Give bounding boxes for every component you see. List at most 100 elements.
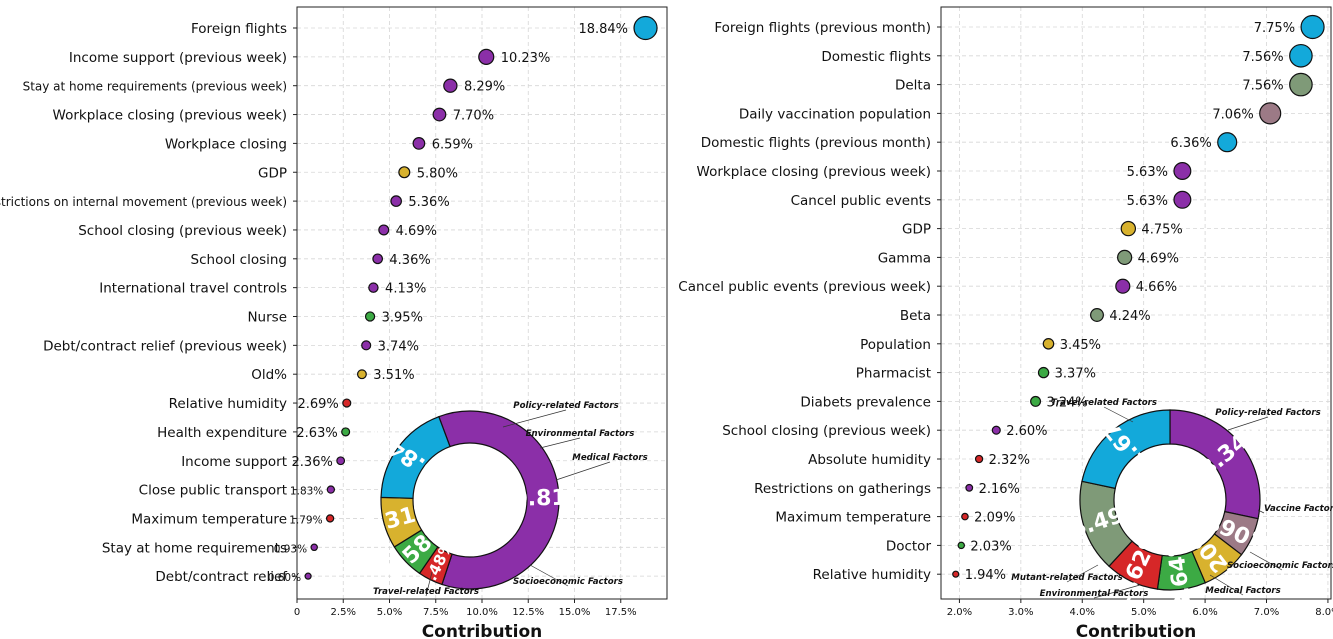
y-tick-label: Gamma (878, 250, 931, 266)
data-point (1042, 337, 1055, 350)
x-tick-label: 12.5% (512, 607, 544, 618)
y-tick-label: Restrictions on gatherings (754, 481, 931, 497)
y-tick-label: Delta (895, 78, 931, 94)
x-tick-label: 0 (294, 607, 300, 618)
x-tick-label: 8.0% (1315, 607, 1333, 618)
donut-category-label: Socioeconomic Factors (513, 577, 623, 587)
data-point (364, 311, 376, 322)
data-label: 5.80% (417, 166, 458, 181)
annotation-line (502, 409, 567, 428)
data-point (368, 282, 379, 293)
x-tick-label: 7.5% (423, 607, 448, 618)
data-label: 7.75% (1254, 21, 1295, 36)
data-label: 1.83% (290, 486, 323, 498)
data-label: 5.63% (1127, 165, 1168, 180)
x-tick-label: 5.0% (377, 607, 402, 618)
data-point (1120, 220, 1137, 237)
y-tick-label: Foreign flights (previous month) (714, 20, 931, 36)
y-tick-label: School closing (previous week) (78, 223, 287, 239)
donut-category-label: Environmental Factors (526, 429, 635, 439)
annotation-line (1066, 564, 1099, 583)
annotation-line (1103, 406, 1134, 423)
data-label: 2.03% (970, 539, 1011, 554)
data-label: 4.36% (389, 253, 430, 268)
data-label: 1.94% (965, 568, 1006, 583)
chart-panel-2: 2.0% 3.0% 4.0% 5.0% 6.0% 7.0% 8.0% Contribution… (678, 6, 1333, 639)
data-point (412, 137, 426, 150)
annotation-line (555, 461, 611, 481)
x-tick-label: 6.0% (1192, 607, 1217, 618)
donut-slice (438, 410, 560, 590)
x-tick-label: 3.0% (1008, 607, 1033, 618)
y-tick-label: Maximum temperature (131, 511, 287, 527)
data-label: 5.36% (408, 195, 449, 210)
x-tick-label: 7.0% (1254, 607, 1279, 618)
donut-slice (380, 415, 451, 499)
data-point (378, 224, 390, 236)
data-label: 4.75% (1141, 223, 1182, 238)
data-point (1259, 102, 1282, 125)
y-tick-label: Cancel public events (previous week) (678, 279, 931, 295)
chart-panel-1: 0 2.5% 5.0% 7.5% 10.0% 12.5% 15.0% 17.5% Contrib… (0, 6, 668, 639)
y-tick-label: School closing (previous week) (722, 423, 931, 439)
y-tick-label: GDP (902, 222, 931, 238)
data-point (342, 398, 352, 408)
data-label: 3.37% (1055, 367, 1096, 382)
donut-category-label: Policy-related Factors (1215, 408, 1320, 418)
data-label: 2.09% (974, 511, 1015, 526)
annotation-line (529, 564, 569, 587)
y-tick-label: School closing (191, 252, 287, 268)
data-label: 2.32% (989, 453, 1030, 468)
donut-slice (1081, 409, 1171, 490)
annotation-line (539, 437, 581, 449)
y-tick-label: Workplace closing (previous week) (53, 108, 287, 124)
donut-category-label: Vaccine Factor (1264, 504, 1333, 514)
data-label: 3.24% (1046, 395, 1087, 410)
data-label: 2.63% (296, 426, 337, 441)
annotation-line (1257, 509, 1265, 514)
data-point (1115, 278, 1131, 294)
data-point (952, 570, 960, 578)
annotation-line (425, 571, 433, 597)
data-label: 3.45% (1060, 338, 1101, 353)
donut-category-label: Travel-related Factors (373, 587, 479, 597)
y-tick-label: Restrictions on internal movement (previ… (0, 195, 287, 209)
data-label: 8.29% (464, 80, 505, 95)
data-point (1217, 132, 1238, 153)
y-tick-label: Beta (900, 308, 931, 324)
data-label: 0.60% (268, 572, 301, 584)
data-point (443, 78, 458, 93)
x-tick-label: 2.0% (947, 607, 972, 618)
donut-category-label: Medical Factors (572, 453, 647, 463)
donut-slice (1169, 409, 1261, 520)
y-tick-label: Domestic flights (previous month) (701, 135, 931, 151)
x-axis-label: Contribution (422, 622, 543, 639)
y-tick-label: Health expenditure (157, 425, 287, 441)
data-point (965, 483, 974, 492)
donut-category-label: Environmental Factors (1040, 589, 1149, 599)
donut-category-label: Mutant-related Factors (1011, 573, 1122, 583)
data-point (1173, 162, 1192, 180)
data-point (361, 340, 372, 351)
data-label: 3.74% (378, 339, 419, 354)
data-point (478, 48, 495, 65)
data-label: 7.56% (1242, 50, 1283, 65)
data-label: 3.95% (382, 311, 423, 326)
x-tick-label: 15.0% (559, 607, 591, 618)
y-tick-label: Old% (251, 367, 287, 383)
data-point (304, 572, 312, 580)
y-tick-label: International travel controls (99, 281, 287, 297)
donut-slice-label: 60.81% (497, 485, 589, 512)
data-label: 1.79% (289, 514, 322, 526)
data-label: 4.13% (385, 282, 426, 297)
x-tick-label: 2.5% (331, 607, 356, 618)
data-label: 6.59% (432, 137, 473, 152)
y-tick-label: Daily vaccination population (739, 106, 931, 122)
y-tick-label: Stay at home requirements (previous week… (23, 80, 287, 94)
x-tick-label: 5.0% (1131, 607, 1156, 618)
data-label: 7.70% (453, 109, 494, 124)
data-point (957, 541, 965, 550)
data-label: 6.36% (1170, 136, 1211, 151)
data-label: 7.56% (1242, 79, 1283, 94)
data-point (991, 425, 1001, 435)
